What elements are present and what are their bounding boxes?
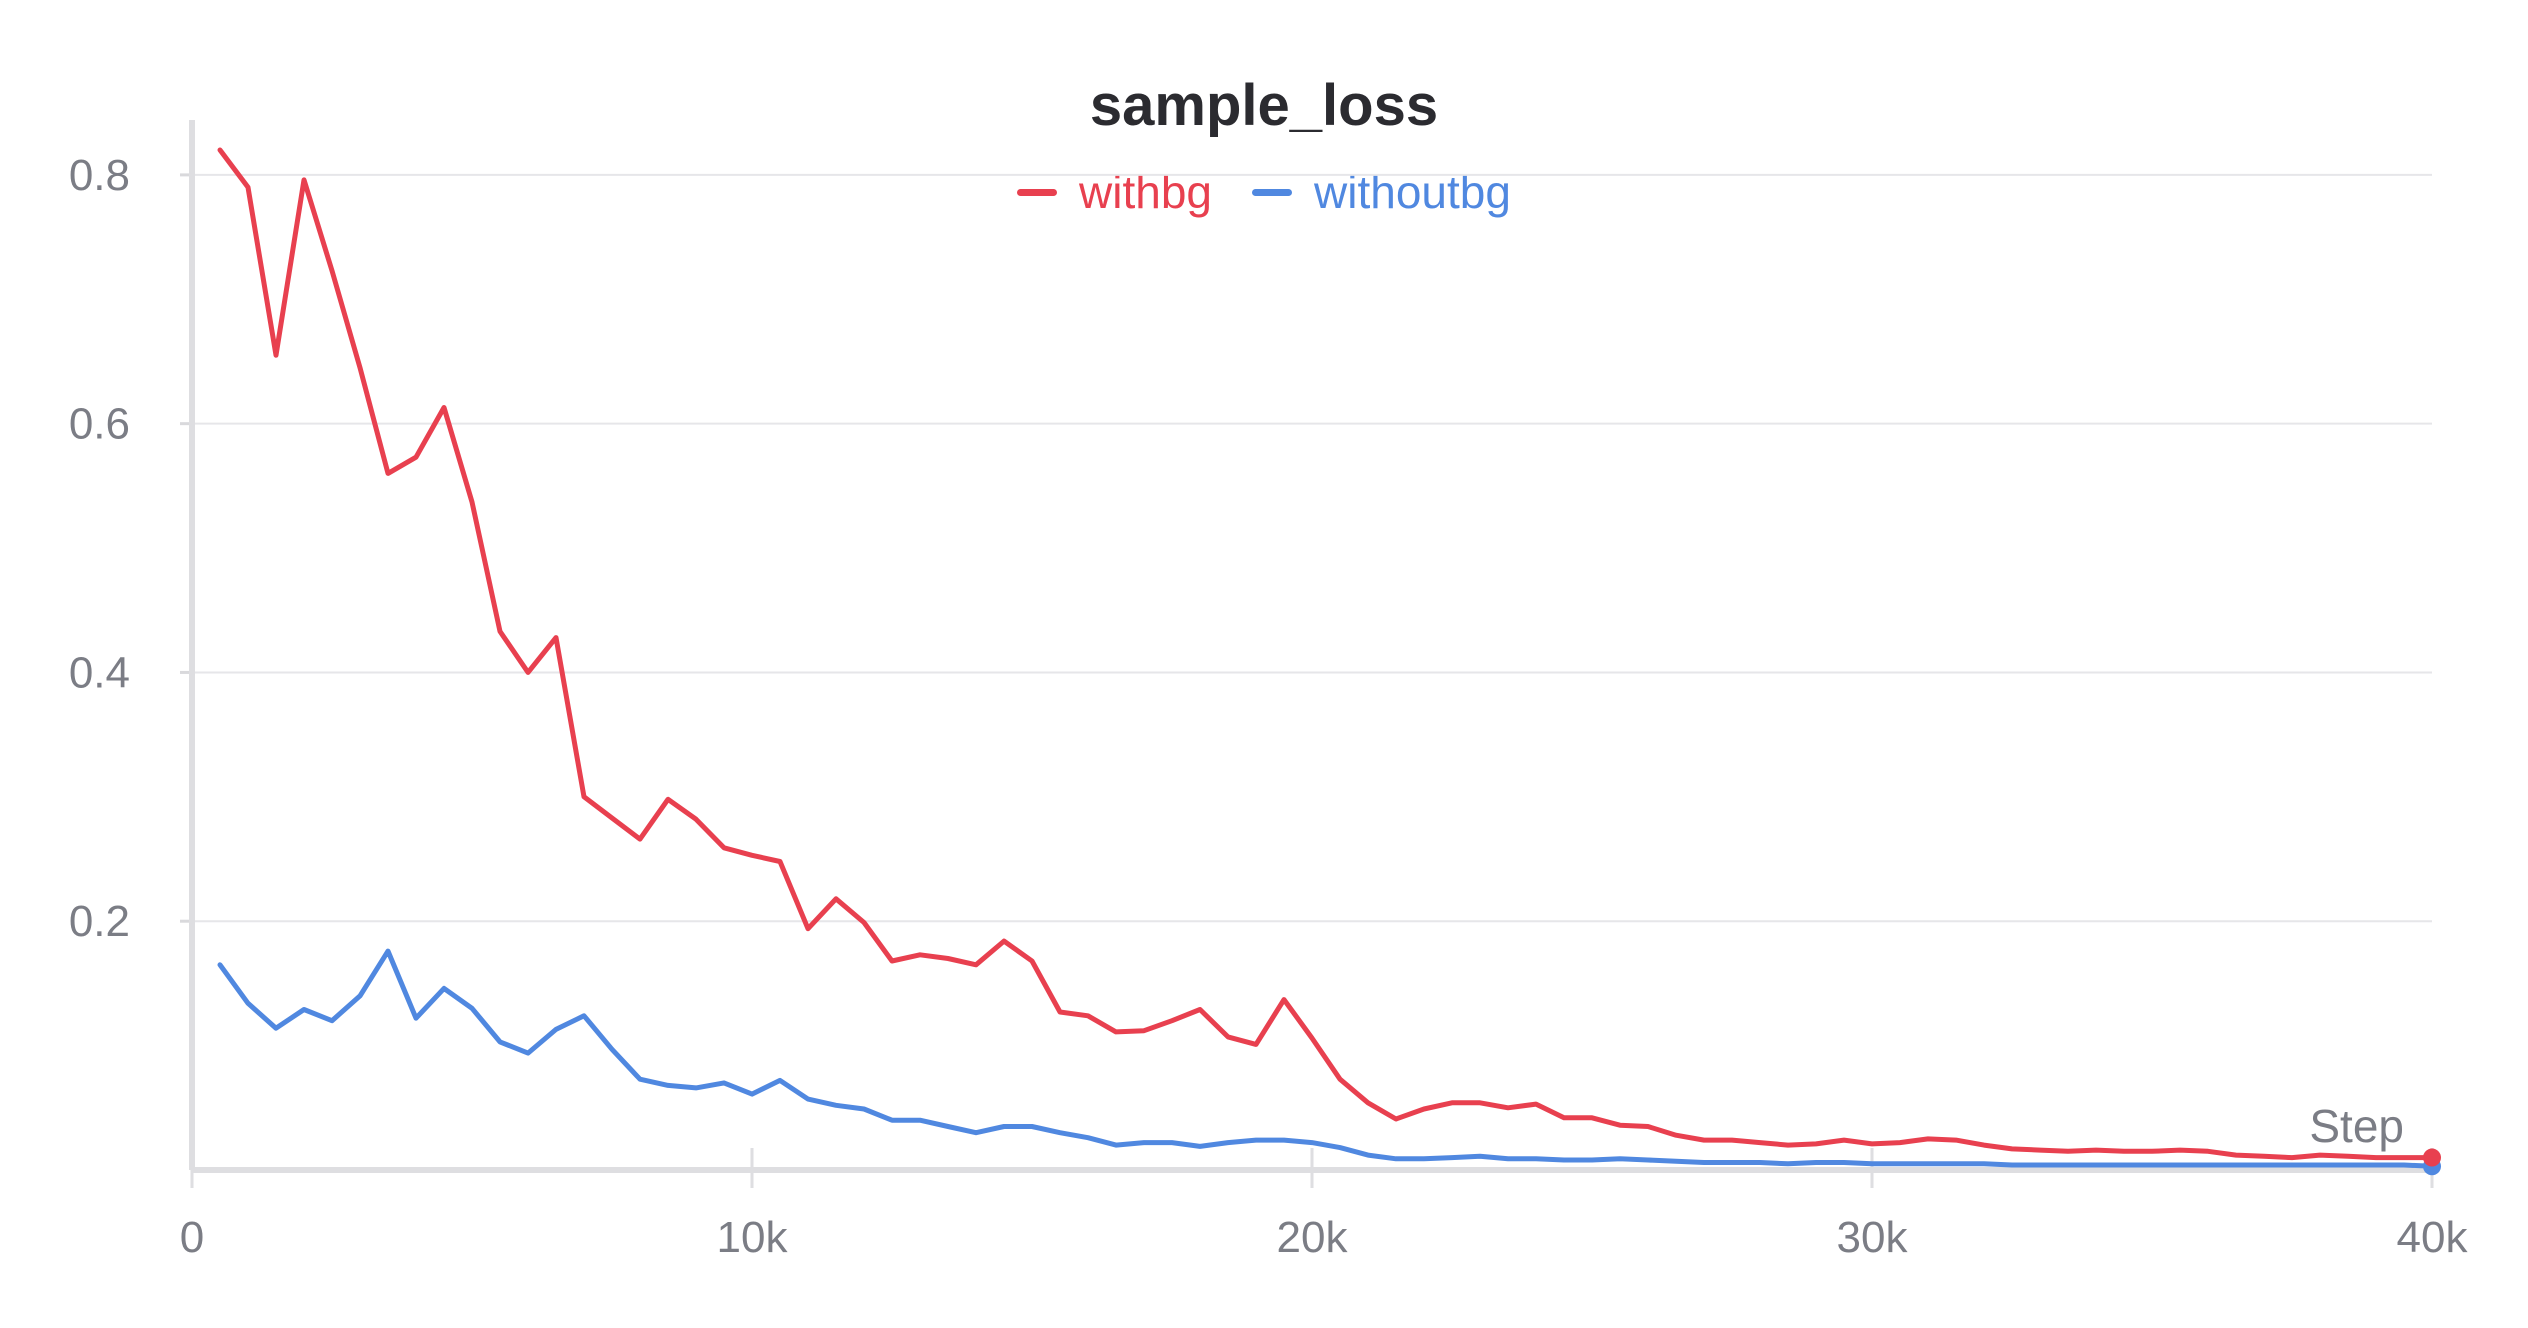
series-endpoint-withbg [2423, 1148, 2441, 1167]
legend-swatch-withbg [1017, 188, 1058, 196]
legend-swatch-withoutbg [1252, 188, 1293, 196]
y-tick-label: 0.8 [69, 151, 130, 200]
x-tick-label: 20k [1277, 1213, 1349, 1262]
x-tick-label: 0 [180, 1213, 204, 1262]
x-tick-label: 30k [1837, 1213, 1909, 1262]
x-axis-title: Step [2309, 1100, 2404, 1152]
label-layer: 0.2 0.4 0.6 0.8 0 10k 20k 30k 40k Step [69, 151, 2469, 1262]
series-line-withbg [217, 147, 2435, 1161]
y-tick-label: 0.2 [69, 897, 130, 946]
grid-layer [192, 173, 2432, 923]
series-layer [217, 147, 2441, 1176]
x-tick-label: 40k [2397, 1213, 2469, 1262]
chart-title: sample_loss [1089, 73, 1439, 138]
series-line-withoutbg [217, 948, 2435, 1169]
y-tick-label: 0.4 [69, 648, 130, 697]
y-tick-label: 0.6 [69, 400, 130, 449]
x-tick-label: 10k [717, 1213, 789, 1262]
axis-layer [180, 120, 2434, 1188]
